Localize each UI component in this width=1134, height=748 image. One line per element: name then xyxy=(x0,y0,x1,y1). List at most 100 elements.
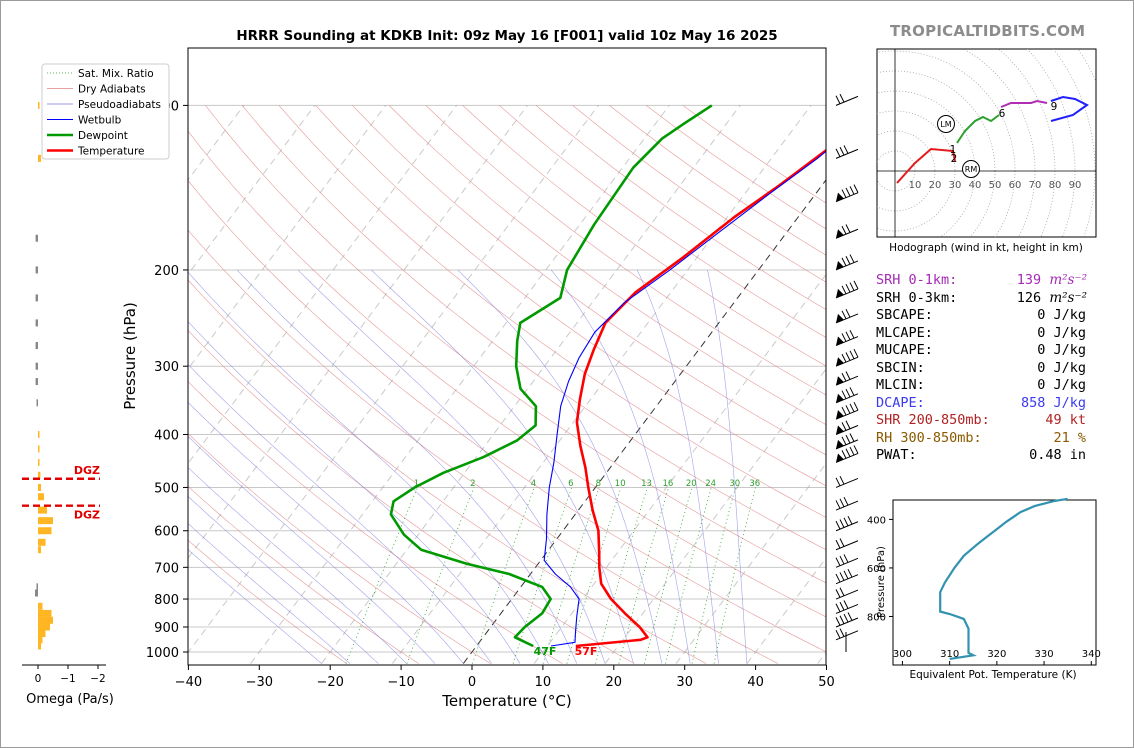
omega-tick-label: 0 xyxy=(35,673,42,685)
hodograph-ring-label: 70 xyxy=(1029,180,1042,191)
dgz-label: DGZ xyxy=(74,509,100,522)
x-tick-label: 40 xyxy=(747,675,764,690)
skewt-plot: 124681013162024303647F57F100200300400500… xyxy=(0,47,859,710)
mixing-ratio-label: 20 xyxy=(686,479,697,489)
dry-adiabat xyxy=(188,433,491,664)
legend-box xyxy=(41,63,170,160)
parameter-row: SRH 0-1km: 139 m²s⁻² xyxy=(876,272,1111,290)
parameter-label: MLCAPE: xyxy=(876,324,933,341)
pseudoadiabat xyxy=(371,269,634,664)
omega-bar xyxy=(38,493,44,501)
parameter-row: MLCIN: 0 J/kg xyxy=(876,377,1111,395)
mixing-ratio-line xyxy=(345,487,418,664)
mixing-ratio-line xyxy=(472,487,535,664)
theta-e-profile xyxy=(939,497,1068,660)
wind-barb xyxy=(835,280,859,299)
wind-barb xyxy=(835,554,859,568)
isotherm xyxy=(188,105,457,465)
parameter-number: 126 xyxy=(1016,289,1050,306)
hodograph-ring-label: 50 xyxy=(989,180,1002,191)
hodograph-ring-label: 30 xyxy=(949,180,962,191)
pseudoadiabat xyxy=(188,363,492,664)
isotherm xyxy=(250,105,670,664)
x-tick-label: −20 xyxy=(316,675,343,690)
parameter-label: SRH 0-3km: xyxy=(876,289,958,306)
mixing-ratio-line xyxy=(512,487,573,664)
chart-title: HRRR Sounding at KDKB Init: 09z May 16 [… xyxy=(236,28,777,44)
omega-bar xyxy=(38,506,47,514)
omega-tick-label: −1 xyxy=(60,673,75,685)
dry-adiabat xyxy=(188,329,635,664)
parameter-value: 0 J/kg xyxy=(1037,377,1086,393)
omega-bar xyxy=(38,154,41,162)
y-tick-label: 200 xyxy=(154,264,179,279)
wind-barb xyxy=(835,401,859,420)
isotherm xyxy=(604,368,826,664)
y-tick-label: 800 xyxy=(154,593,179,608)
omega-bar xyxy=(35,266,38,274)
mixing-ratio-line xyxy=(406,487,475,664)
x-tick-label: 50 xyxy=(818,675,835,690)
hodograph-trace xyxy=(896,147,956,184)
parameter-row: MUCAPE: 0 J/kg xyxy=(876,342,1111,360)
omega-bar xyxy=(36,583,38,591)
hodograph-caption: Hodograph (wind in kt, height in km) xyxy=(889,242,1083,254)
parameter-value: 0 J/kg xyxy=(1037,342,1086,358)
wind-barb xyxy=(835,445,859,463)
omega-bar xyxy=(35,589,38,597)
pseudoadiabat xyxy=(188,271,549,664)
isotherm xyxy=(0,105,31,663)
mixing-ratio-line xyxy=(542,487,600,664)
storm-motion-label: LM xyxy=(940,120,951,129)
omega-bar xyxy=(36,399,38,407)
parameter-label: MLCIN: xyxy=(876,377,925,393)
parameter-value: 49 kt xyxy=(1045,412,1086,428)
skewt-background-lines: 1 2 4 6 8 10 13 16 20 24 30 36 xyxy=(0,104,826,664)
omega-bar xyxy=(38,458,40,466)
pseudoadiabat xyxy=(236,269,578,664)
omega-bar xyxy=(38,517,53,525)
y-tick-label: 500 xyxy=(154,481,179,496)
temperature-profile xyxy=(575,148,826,648)
wind-barb xyxy=(835,348,859,367)
mixing-ratio-line xyxy=(618,487,669,664)
hodograph-ring-label: 10 xyxy=(909,180,922,191)
omega-bar xyxy=(38,636,43,644)
dry-adiabat xyxy=(188,539,347,664)
dry-adiabat xyxy=(425,105,826,396)
legend-label: Pseudoadiabats xyxy=(78,99,161,111)
mixing-ratio-label: 2 xyxy=(470,479,475,489)
isotherm xyxy=(533,273,826,664)
parameter-value: 858 J/kg xyxy=(1021,395,1086,411)
parameter-number: 0.48 in xyxy=(1029,447,1086,463)
omega-bar xyxy=(38,623,50,631)
parameter-number: 0 J/kg xyxy=(1037,359,1086,376)
pseudoadiabat xyxy=(188,401,464,664)
dgz-label: DGZ xyxy=(74,464,100,477)
parameter-unit: m²s⁻² xyxy=(1049,289,1087,306)
theta-e-panel: 400 600 800 300 310 320 330 340 Pressure (hPa) Eq… xyxy=(867,497,1101,681)
theta-e-frame xyxy=(892,499,1097,666)
x-tick-label: −10 xyxy=(387,675,414,690)
parameter-value: 0 J/kg xyxy=(1037,360,1086,376)
parameter-number: 21 % xyxy=(1053,429,1086,446)
isotherm xyxy=(462,179,826,664)
parameter-row: SBCIN: 0 J/kg xyxy=(876,360,1111,378)
pseudoadiabat xyxy=(457,269,663,664)
dry-adiabat xyxy=(188,179,826,653)
legend-label: Dry Adiabats xyxy=(78,84,146,96)
pseudoadiabat xyxy=(636,269,719,664)
dry-adiabat xyxy=(499,105,826,338)
omega-panel: DGZ DGZ 0 −1 −2 Omega (Pa/s) xyxy=(22,101,114,707)
parameter-label: SHR 200-850mb: xyxy=(876,412,990,428)
theta-e-y-tick-label: 400 xyxy=(867,515,886,526)
dry-adiabat xyxy=(462,105,826,367)
pseudoadiabat xyxy=(707,269,748,664)
parameter-number: 858 J/kg xyxy=(1020,394,1086,411)
hodograph-ring-label: 80 xyxy=(1049,180,1062,191)
skewt-axes-frame xyxy=(187,47,827,666)
parameter-number: 0 J/kg xyxy=(1037,377,1086,393)
surface-temperature-label: 57F xyxy=(575,645,598,658)
parameter-value: 126 m²s⁻² xyxy=(1017,290,1087,306)
surface-dewpoint-label: 47F xyxy=(534,645,557,658)
